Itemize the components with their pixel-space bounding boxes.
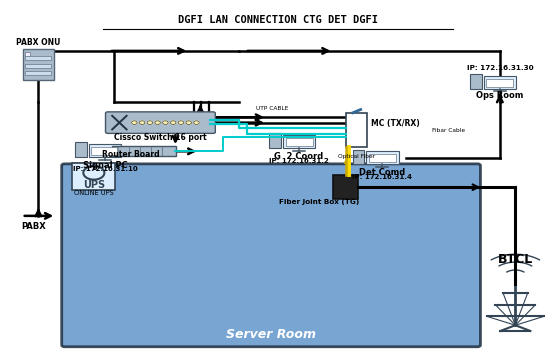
Circle shape	[163, 121, 168, 125]
Text: ONLINE UPS: ONLINE UPS	[74, 190, 114, 196]
Text: PABX ONU: PABX ONU	[16, 37, 61, 46]
FancyBboxPatch shape	[106, 112, 215, 134]
Text: UTP CABLE: UTP CABLE	[256, 106, 289, 111]
Text: Fibar Cable: Fibar Cable	[432, 128, 465, 133]
Text: Det Comd: Det Comd	[359, 168, 405, 177]
Bar	[369, 154, 396, 162]
Text: Optical Fiber: Optical Fiber	[338, 154, 375, 159]
Text: DGFI LAN CONNECTION CTG DET DGFI: DGFI LAN CONNECTION CTG DET DGFI	[178, 15, 378, 25]
Circle shape	[132, 121, 137, 125]
Text: Server Room: Server Room	[226, 328, 316, 341]
Bar	[353, 149, 364, 164]
Bar	[88, 144, 121, 157]
Text: Ops Room: Ops Room	[476, 91, 524, 100]
Bar	[23, 49, 54, 80]
FancyBboxPatch shape	[62, 164, 480, 347]
Text: IP: 172.16.31.30: IP: 172.16.31.30	[466, 65, 533, 71]
Text: IP: 172.16.31.2: IP: 172.16.31.2	[269, 158, 329, 164]
Bar	[26, 71, 52, 75]
Circle shape	[170, 121, 176, 125]
Bar	[484, 76, 516, 89]
Circle shape	[193, 121, 199, 125]
Bar	[76, 143, 87, 157]
Text: BTCL: BTCL	[498, 253, 533, 266]
Text: Signal PC: Signal PC	[83, 161, 127, 170]
Text: IP: 172.16.31.10: IP: 172.16.31.10	[73, 166, 137, 172]
Bar	[26, 64, 52, 68]
Bar	[26, 57, 52, 60]
Bar	[366, 151, 399, 164]
Bar	[286, 138, 312, 146]
Text: MC (TX/RX): MC (TX/RX)	[371, 119, 420, 128]
Bar	[334, 175, 358, 199]
Bar	[91, 147, 118, 155]
Bar	[470, 74, 482, 89]
Bar	[486, 78, 513, 87]
Text: Fiber Joint Box (TG): Fiber Joint Box (TG)	[280, 199, 360, 205]
Text: G  2 Coord: G 2 Coord	[275, 152, 324, 161]
Text: Router Board: Router Board	[102, 150, 159, 159]
Circle shape	[178, 121, 183, 125]
Bar	[346, 113, 368, 147]
Bar	[112, 146, 176, 156]
Bar	[26, 51, 31, 55]
Bar	[270, 134, 281, 148]
Text: IP: 172.16.31.4: IP: 172.16.31.4	[353, 174, 412, 180]
Circle shape	[140, 121, 145, 125]
Text: Cissco Switch 16 port: Cissco Switch 16 port	[114, 134, 207, 143]
Text: UPS: UPS	[83, 180, 105, 190]
Bar	[283, 135, 315, 148]
Bar	[72, 163, 116, 190]
Circle shape	[186, 121, 191, 125]
Text: PABX: PABX	[22, 222, 46, 231]
Circle shape	[147, 121, 153, 125]
Circle shape	[155, 121, 161, 125]
